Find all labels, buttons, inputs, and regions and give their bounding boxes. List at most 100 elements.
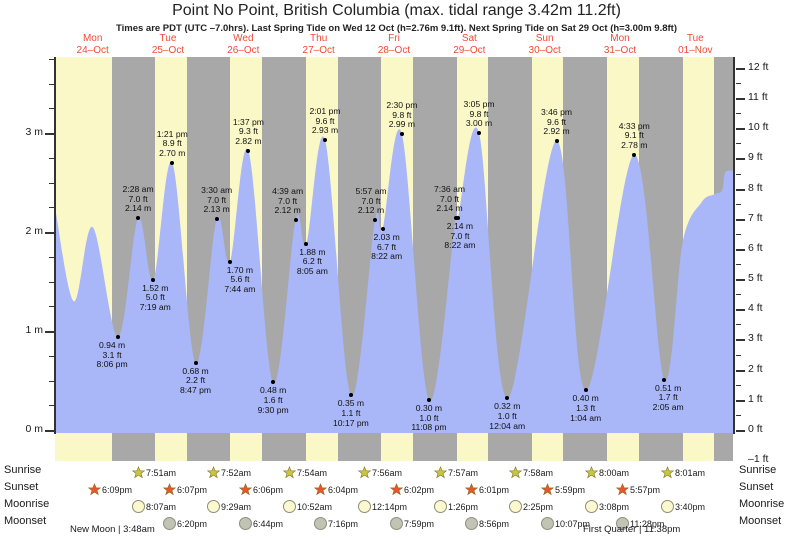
ephemeris-row-label-moonrise-right: Moonrise <box>739 498 785 510</box>
ephemeris-sunrise-time: 7:52am <box>221 467 252 478</box>
moon-phase-0: New Moon | 3:48am <box>70 524 155 535</box>
tick-m-1.5 <box>49 282 54 283</box>
tide-point-high-13 <box>373 218 377 223</box>
day-header-weekday: Thu <box>310 33 328 44</box>
tide-label-line-1: 7.0 ft <box>361 195 381 206</box>
ephemeris-moonrise-5: 2:25pm <box>509 500 553 513</box>
ephemeris-sunrise-2: 7:54am <box>282 466 328 479</box>
ylabel-m-2: 2 m <box>25 225 43 237</box>
ephemeris-sunset-time: 6:09pm <box>102 484 133 495</box>
day-header-row: Mon 24–Oct Tue 25–Oct Wed 26–Oct Thu 27–Oct Fri 2… <box>55 33 733 57</box>
ephemeris-moonset-time: 10:07pm <box>555 518 591 529</box>
moonrise-icon <box>585 500 598 513</box>
tide-annotation-low-20: 0.32 m 1.0 ft 12:04 am <box>476 402 538 431</box>
tide-label-line-2: 8:06 pm <box>96 359 128 370</box>
tide-point-high-17 <box>453 216 458 221</box>
day-header-weekday: Tue <box>159 33 177 44</box>
ephemeris-row-label-sunset-right: Sunset <box>739 481 774 493</box>
tick-ft-7.5 <box>736 204 741 205</box>
tide-label-line-1: 7.0 ft <box>278 195 298 206</box>
ylabel-m-3: 3 m <box>25 126 43 138</box>
tide-annotation-high-23: 4:33 pm 9.1 ft 2.78 m <box>603 121 665 151</box>
tide-label-line-0: 2:28 am <box>122 184 154 195</box>
ephemeris-moonrise-7: 3:40pm <box>661 500 705 513</box>
day-header-31–oct: Mon 31–Oct <box>582 33 657 56</box>
tide-annotation-high-3: 1:21 pm 8.9 ft 2.70 m <box>141 128 203 159</box>
tide-label-line-0: 0.30 m <box>415 403 443 414</box>
tide-label-line-1: 1.6 ft <box>263 395 283 406</box>
tide-label-line-0: 2:30 pm <box>386 99 418 110</box>
tide-label-line-2: 2.92 m <box>543 126 570 137</box>
moonset-icon <box>239 517 252 530</box>
tick-m-1.25 <box>49 306 54 307</box>
ephemeris-sunset-5: 6:01pm <box>464 483 509 496</box>
day-header-weekday: Sat <box>461 33 477 44</box>
ephemeris-moonset-1: 6:44pm <box>239 517 283 530</box>
tide-label-line-1: 7.0 ft <box>128 193 148 204</box>
tide-label-line-2: 2.78 m <box>621 139 648 150</box>
ephemeris-moonset-time: 7:16pm <box>328 518 359 529</box>
tide-point-high-21 <box>554 138 559 143</box>
ephemeris-moonrise-time: 1:26pm <box>448 501 479 512</box>
tide-annotation-low-24: 0.51 m 1.7 ft 2:05 am <box>637 383 699 413</box>
tide-label-line-0: 0.48 m <box>260 385 287 396</box>
ephemeris-sunset-0: 6:09pm <box>87 483 133 496</box>
tick-m-2 <box>45 232 54 234</box>
tide-point-high-1 <box>136 216 141 221</box>
moon-phase-1: First Quarter | 11:38pm <box>583 524 681 535</box>
sunrise-star-icon <box>282 466 297 479</box>
tide-label-line-2: 2.99 m <box>388 119 415 130</box>
tick-ft-2.5 <box>736 355 741 356</box>
ephemeris-sunrise-time: 7:54am <box>297 467 328 478</box>
tide-label-line-1: 7.0 ft <box>207 194 227 205</box>
ylabel-ft-9: 9 ft <box>748 151 763 163</box>
ephemeris-sunrise-0: 7:51am <box>131 466 176 479</box>
ephemeris-sunrise-5: 7:58am <box>508 466 553 479</box>
tick-m-0 <box>45 430 54 432</box>
ylabel-ft-4: 4 ft <box>748 302 763 314</box>
tide-label-line-0: 2.14 m <box>446 221 474 232</box>
moonset-icon <box>163 517 176 530</box>
tick-ft-12 <box>736 68 745 70</box>
ephemeris-moonrise-0: 8:07am <box>132 500 176 513</box>
tide-label-line-2: 12:04 am <box>489 420 526 431</box>
tide-annotation-low-8: 0.48 m 1.6 ft 9:30 pm <box>242 386 304 415</box>
tide-label-line-0: 1:21 pm <box>156 128 188 139</box>
ephemeris-moonset-2: 7:16pm <box>314 517 358 530</box>
tide-curve <box>55 127 733 433</box>
ephemeris-moonset-0: 6:20pm <box>163 517 207 530</box>
ephemeris-sunset-time: 6:02pm <box>404 484 435 495</box>
day-header-date: 27–Oct <box>302 44 335 56</box>
ephemeris-sunset-3: 6:04pm <box>313 483 358 496</box>
tide-label-line-2: 2.70 m <box>159 147 186 158</box>
tide-label-line-1: 9.8 ft <box>392 109 412 120</box>
tide-label-line-0: 1.70 m <box>226 264 254 275</box>
tide-label-line-2: 2.14 m <box>124 203 152 214</box>
sunrise-star-icon <box>660 466 675 479</box>
tide-annotation-low-22: 0.40 m 1.3 ft 1:04 am <box>555 394 617 423</box>
day-header-26–oct: Wed 26–Oct <box>206 33 281 56</box>
tide-point-high-3 <box>170 160 175 165</box>
tide-annotation-high-21: 3:46 pm 9.6 ft 2.92 m <box>526 107 588 137</box>
ephemeris-moonrise-time: 12:14pm <box>372 501 408 512</box>
y-axis-feet-line <box>733 57 735 434</box>
ephemeris-sunset-1: 6:07pm <box>162 483 207 496</box>
tide-label-line-2: 1:04 am <box>570 412 602 423</box>
moonrise-icon <box>509 500 522 513</box>
tide-point-low-24 <box>662 377 667 382</box>
ephemeris-sunrise-1: 7:52am <box>206 466 252 479</box>
ephemeris-moonset-time: 6:20pm <box>177 518 208 529</box>
night-band-8 <box>714 433 733 461</box>
tick-ft-0.5 <box>736 415 741 416</box>
tide-label-line-2: 8:22 am <box>444 240 476 251</box>
tick-m-1 <box>45 331 54 333</box>
ylabel-ft-6: 6 ft <box>748 242 763 254</box>
night-band-5 <box>488 433 532 461</box>
tide-label-line-2: 11:08 pm <box>411 422 447 433</box>
day-header-25–oct: Tue 25–Oct <box>130 33 205 56</box>
ylabel-ft-11: 11 ft <box>748 91 768 103</box>
ephemeris-moonrise-time: 9:29am <box>221 501 252 512</box>
tide-point-high-7 <box>246 148 251 153</box>
tick-ft-11.5 <box>736 83 741 84</box>
tide-label-line-1: 6.7 ft <box>377 241 397 252</box>
